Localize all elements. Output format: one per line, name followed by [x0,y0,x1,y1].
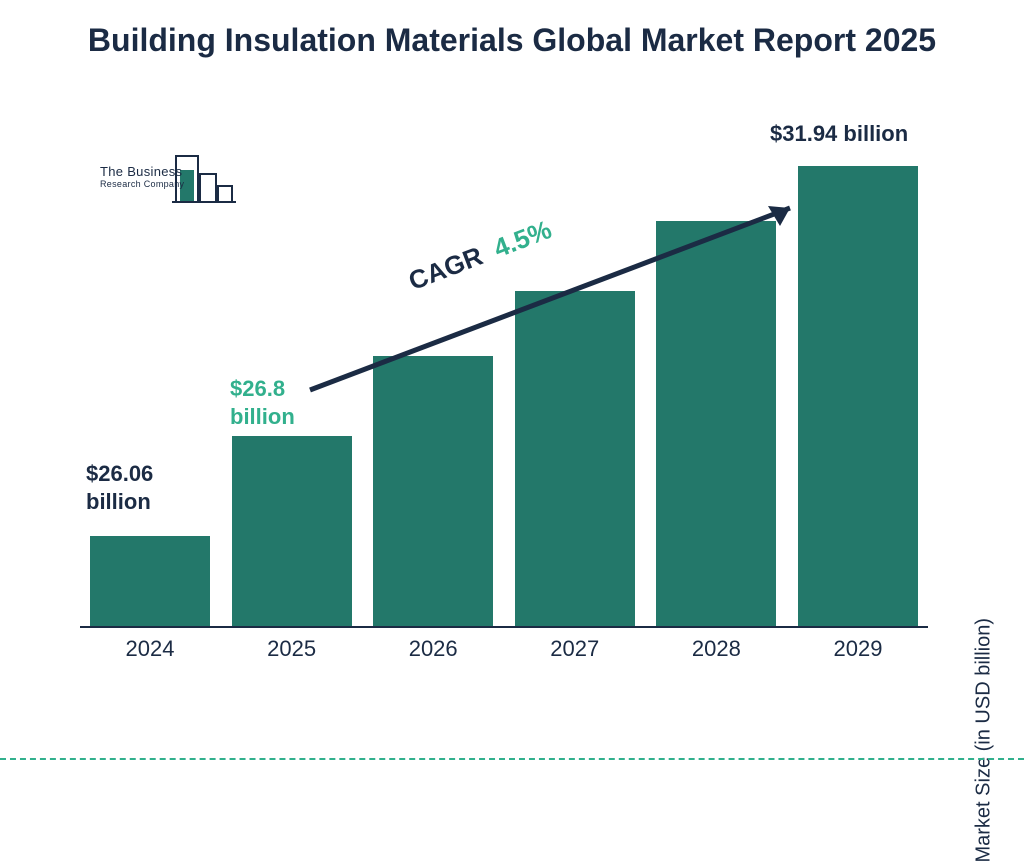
value-label-line2: billion [230,404,295,429]
x-label: 2027 [515,628,635,668]
value-label-line1: $26.06 [86,461,153,486]
chart-container: Building Insulation Materials Global Mar… [0,0,1024,768]
bar-slot [232,436,352,626]
value-label-line2: billion [86,489,151,514]
arrow-icon [300,190,820,410]
bar-2024 [90,536,210,626]
chart-title: Building Insulation Materials Global Mar… [0,20,1024,60]
x-axis-labels: 2024 2025 2026 2027 2028 2029 [80,628,928,668]
value-label-2024: $26.06 billion [86,460,153,515]
bar-2025 [232,436,352,626]
x-label: 2029 [798,628,918,668]
x-label: 2026 [373,628,493,668]
value-label-line1: $31.94 billion [770,121,908,146]
bar-slot [90,536,210,626]
value-label-2029: $31.94 billion [770,120,908,148]
x-label: 2024 [90,628,210,668]
x-label: 2025 [232,628,352,668]
x-label: 2028 [656,628,776,668]
footer-dashed-line [0,758,1024,760]
y-axis-label: Market Size (in USD billion) [973,618,996,863]
value-label-line1: $26.8 [230,376,285,401]
trend-arrow [300,190,820,380]
value-label-2025: $26.8 billion [230,375,295,430]
